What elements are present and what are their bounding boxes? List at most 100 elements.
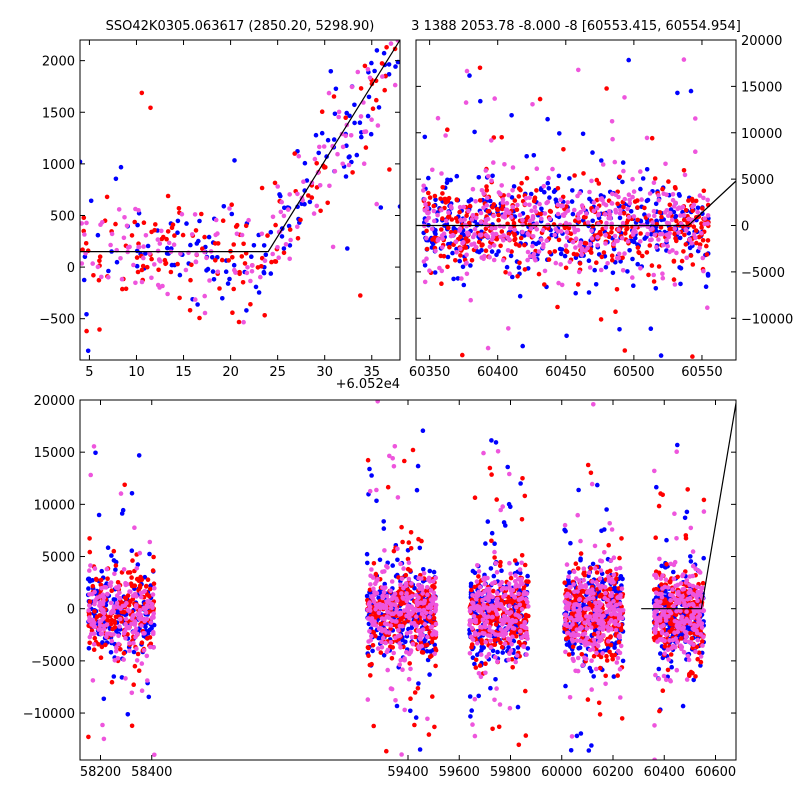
data-point: [589, 658, 594, 663]
data-point: [381, 519, 387, 524]
y-tick-label: 15000: [741, 80, 782, 95]
data-point: [478, 210, 484, 216]
data-point: [413, 715, 419, 720]
data-point: [307, 199, 313, 205]
data-point: [394, 703, 400, 709]
data-point: [701, 195, 706, 201]
data-point: [485, 345, 491, 351]
data-point: [139, 640, 145, 645]
data-point: [111, 558, 117, 563]
data-point: [487, 244, 493, 250]
data-point: [699, 231, 704, 236]
data-point: [402, 458, 407, 464]
data-point: [566, 574, 571, 580]
data-point: [700, 580, 706, 586]
data-point: [607, 521, 612, 526]
data-point: [490, 234, 496, 240]
data-point: [493, 225, 498, 231]
data-point: [398, 610, 403, 616]
data-point: [263, 252, 269, 258]
data-point: [614, 660, 620, 665]
data-point: [135, 269, 141, 275]
data-point: [614, 287, 620, 292]
model-line: [416, 180, 736, 227]
data-point: [379, 639, 384, 645]
data-point: [370, 648, 375, 654]
data-point: [380, 593, 386, 599]
data-point: [505, 464, 511, 470]
data-point: [648, 326, 654, 332]
data-point: [511, 220, 517, 226]
data-point: [527, 195, 532, 201]
data-point: [454, 197, 460, 202]
data-point: [286, 223, 292, 229]
data-point: [590, 579, 595, 584]
data-point: [498, 640, 503, 646]
data-point: [388, 623, 394, 628]
data-point: [93, 450, 98, 456]
data-point: [103, 642, 108, 648]
data-point: [184, 221, 189, 226]
data-point: [358, 293, 363, 298]
data-point: [403, 572, 409, 578]
data-point: [470, 186, 476, 192]
data-point: [463, 261, 469, 266]
data-point: [534, 241, 539, 247]
data-point: [94, 614, 100, 620]
data-point: [118, 606, 123, 611]
data-point: [389, 618, 395, 623]
data-point: [96, 627, 101, 632]
data-point: [496, 212, 501, 218]
data-point: [501, 613, 507, 619]
data-point: [439, 227, 444, 232]
data-point: [581, 207, 586, 212]
data-point: [365, 67, 371, 72]
data-point: [700, 255, 706, 261]
data-point: [606, 608, 612, 613]
data-point: [702, 221, 707, 227]
data-point: [397, 641, 403, 646]
data-point: [371, 561, 377, 566]
data-point: [613, 627, 619, 633]
data-point: [122, 215, 127, 220]
data-point: [466, 199, 472, 204]
data-point: [106, 275, 111, 280]
data-point: [440, 185, 446, 190]
data-point: [210, 254, 215, 260]
data-point: [494, 569, 500, 575]
data-point: [369, 567, 374, 572]
data-point: [642, 205, 647, 211]
data-point: [645, 220, 650, 225]
data-point: [695, 209, 700, 215]
data-point: [129, 548, 135, 553]
data-point: [660, 492, 665, 498]
data-point: [472, 129, 477, 135]
data-point: [490, 726, 495, 732]
data-point: [382, 548, 387, 553]
data-point: [476, 574, 481, 579]
data-point: [387, 453, 392, 459]
data-point: [506, 581, 512, 586]
data-point: [590, 603, 595, 608]
data-point: [667, 230, 672, 236]
data-point: [675, 574, 680, 580]
data-point: [86, 586, 91, 591]
data-point: [195, 302, 200, 307]
data-point: [620, 268, 626, 273]
data-point: [665, 243, 670, 249]
data-point: [86, 608, 91, 613]
data-point: [504, 610, 510, 615]
data-point: [553, 260, 559, 266]
data-point: [617, 555, 622, 561]
data-point: [407, 651, 412, 657]
data-point: [477, 663, 483, 668]
data-point: [542, 268, 548, 274]
data-point: [689, 196, 695, 202]
data-point: [580, 131, 586, 137]
data-point: [432, 584, 437, 590]
data-point: [622, 348, 628, 353]
data-point: [612, 652, 618, 658]
data-point: [520, 217, 525, 223]
data-point: [597, 712, 603, 717]
